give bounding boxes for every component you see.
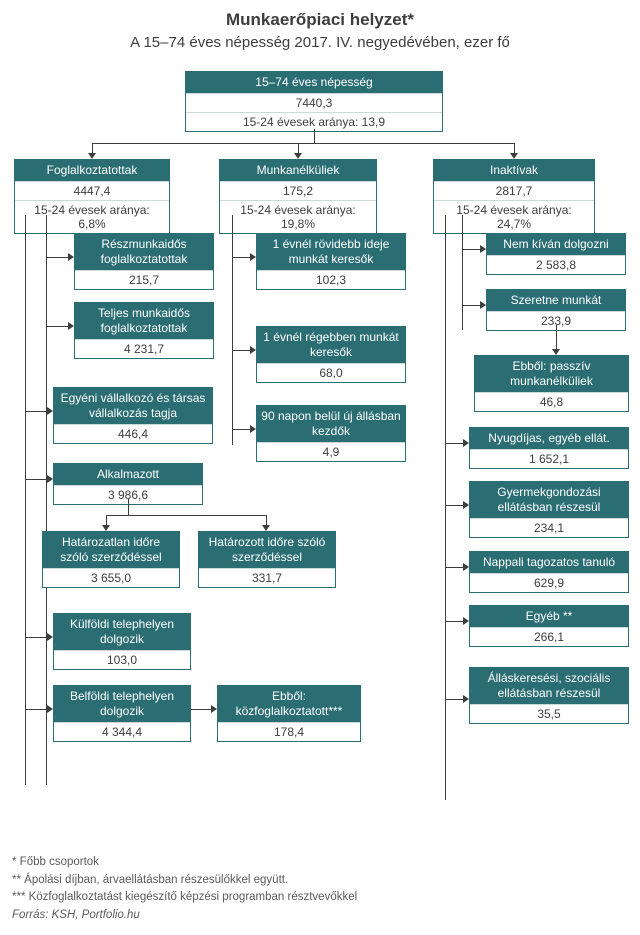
node-pension: Nyugdíjas, egyéb ellát. 1 652,1: [469, 427, 629, 469]
node-employed-sub: 15-24 évesek aránya: 6,8%: [15, 200, 169, 233]
node-social-value: 35,5: [470, 704, 628, 723]
node-indef-label: Határozatlan időre szóló szerződéssel: [43, 532, 179, 568]
node-employed: Foglalkoztatottak 4447,4 15-24 évesek ar…: [14, 159, 170, 234]
node-gt1y-label: 1 évnél régebben munkát keresők: [257, 327, 405, 363]
node-start90: 90 napon belül új állásban kezdők 4,9: [256, 405, 406, 462]
node-def-value: 331,7: [199, 568, 335, 587]
source-line: Forrás: KSH, Portfolio.hu: [12, 907, 357, 925]
node-indef-value: 3 655,0: [43, 568, 179, 587]
node-employed-label: Foglalkoztatottak: [15, 160, 169, 181]
node-student-label: Nappali tagozatos tanuló: [470, 552, 628, 573]
node-wantswork-label: Szeretne munkát: [487, 290, 625, 311]
tree-canvas: 15–74 éves népesség 7440,3 15-24 évesek …: [0, 65, 640, 895]
node-abroad: Külföldi telephelyen dolgozik 103,0: [53, 613, 191, 670]
node-student: Nappali tagozatos tanuló 629,9: [469, 551, 629, 593]
chart-subtitle: A 15–74 éves népesség 2017. IV. negyedév…: [0, 34, 640, 51]
node-unemployed-value: 175,2: [220, 181, 376, 200]
chart-title: Munkaerőpiaci helyzet*: [0, 0, 640, 30]
node-root-value: 7440,3: [186, 93, 442, 112]
node-start90-label: 90 napon belül új állásban kezdők: [257, 406, 405, 442]
node-unemployed-label: Munkanélküliek: [220, 160, 376, 181]
node-gt1y: 1 évnél régebben munkát keresők 68,0: [256, 326, 406, 383]
node-root-label: 15–74 éves népesség: [186, 72, 442, 93]
node-pension-label: Nyugdíjas, egyéb ellát.: [470, 428, 628, 449]
node-pubwork-value: 178,4: [218, 722, 360, 741]
node-employee-label: Alkalmazott: [54, 464, 202, 485]
node-passive: Ebből: passzív munkanélküliek 46,8: [474, 355, 629, 412]
node-other-value: 266,1: [470, 627, 628, 646]
node-self: Egyéni vállalkozó és társas vállalkozás …: [53, 387, 213, 444]
node-def: Határozott időre szóló szerződéssel 331,…: [198, 531, 336, 588]
node-domestic-label: Belföldi telephelyen dolgozik: [54, 686, 190, 722]
node-social: Álláskeresési, szociális ellátásban rész…: [469, 667, 629, 724]
node-indef: Határozatlan időre szóló szerződéssel 3 …: [42, 531, 180, 588]
node-gt1y-value: 68,0: [257, 363, 405, 382]
node-fulltime-label: Teljes munkaidős foglalkoztatottak: [75, 303, 213, 339]
node-pubwork: Ebből: közfoglalkoztatott*** 178,4: [217, 685, 361, 742]
node-lt1y-value: 102,3: [257, 270, 405, 289]
node-other: Egyéb ** 266,1: [469, 605, 629, 647]
node-passive-value: 46,8: [475, 392, 628, 411]
node-nowork: Nem kíván dolgozni 2 583,8: [486, 233, 626, 275]
node-inactive-sub: 15-24 évesek aránya: 24,7%: [434, 200, 594, 233]
node-other-label: Egyéb **: [470, 606, 628, 627]
node-lt1y: 1 évnél rövidebb ideje munkát keresők 10…: [256, 233, 406, 290]
node-abroad-value: 103,0: [54, 650, 190, 669]
node-def-label: Határozott időre szóló szerződéssel: [199, 532, 335, 568]
node-employed-value: 4447,4: [15, 181, 169, 200]
node-lt1y-label: 1 évnél rövidebb ideje munkát keresők: [257, 234, 405, 270]
node-childcare-value: 234,1: [470, 518, 628, 537]
node-start90-value: 4,9: [257, 442, 405, 461]
node-parttime-label: Részmunkaidős foglalkoztatottak: [75, 234, 213, 270]
node-childcare: Gyermekgondozási ellátásban részesül 234…: [469, 481, 629, 538]
footnote-2: ** Ápolási díjban, árvaellátásban részes…: [12, 872, 357, 890]
node-domestic: Belföldi telephelyen dolgozik 4 344,4: [53, 685, 191, 742]
node-domestic-value: 4 344,4: [54, 722, 190, 741]
footnotes: * Főbb csoportok ** Ápolási díjban, árva…: [12, 854, 357, 925]
node-parttime-value: 215,7: [75, 270, 213, 289]
node-nowork-label: Nem kíván dolgozni: [487, 234, 625, 255]
node-self-label: Egyéni vállalkozó és társas vállalkozás …: [54, 388, 212, 424]
footnote-3: *** Közfoglalkoztatást kiegészítő képzés…: [12, 889, 357, 907]
node-pubwork-label: Ebből: közfoglalkoztatott***: [218, 686, 360, 722]
node-student-value: 629,9: [470, 573, 628, 592]
node-fulltime-value: 4 231,7: [75, 339, 213, 358]
node-pension-value: 1 652,1: [470, 449, 628, 468]
node-passive-label: Ebből: passzív munkanélküliek: [475, 356, 628, 392]
node-self-value: 446,4: [54, 424, 212, 443]
node-social-label: Álláskeresési, szociális ellátásban rész…: [470, 668, 628, 704]
node-unemployed-sub: 15-24 évesek aránya: 19,8%: [220, 200, 376, 233]
node-inactive-label: Inaktívak: [434, 160, 594, 181]
node-inactive: Inaktívak 2817,7 15-24 évesek aránya: 24…: [433, 159, 595, 234]
node-unemployed: Munkanélküliek 175,2 15-24 évesek aránya…: [219, 159, 377, 234]
node-fulltime: Teljes munkaidős foglalkoztatottak 4 231…: [74, 302, 214, 359]
node-childcare-label: Gyermekgondozási ellátásban részesül: [470, 482, 628, 518]
node-parttime: Részmunkaidős foglalkoztatottak 215,7: [74, 233, 214, 290]
node-root: 15–74 éves népesség 7440,3 15-24 évesek …: [185, 71, 443, 132]
node-nowork-value: 2 583,8: [487, 255, 625, 274]
node-inactive-value: 2817,7: [434, 181, 594, 200]
footnote-1: * Főbb csoportok: [12, 854, 357, 872]
node-abroad-label: Külföldi telephelyen dolgozik: [54, 614, 190, 650]
